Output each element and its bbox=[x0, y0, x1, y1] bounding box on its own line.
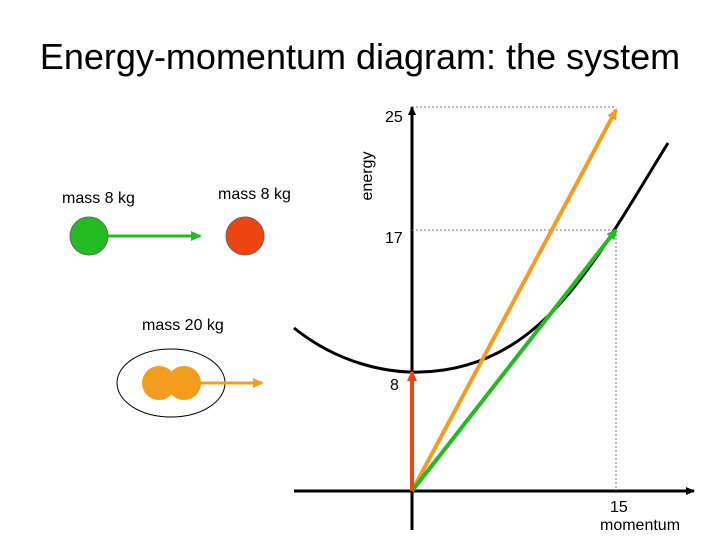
left-particle-label: mass 8 kg bbox=[62, 190, 135, 207]
system-mass-label: mass 20 kg bbox=[142, 317, 224, 334]
right-particle-label: mass 8 kg bbox=[218, 186, 291, 203]
energy-tick-8: 8 bbox=[390, 377, 399, 394]
energy-tick-25: 25 bbox=[385, 109, 403, 126]
page-title: Energy-momentum diagram: the system bbox=[39, 36, 681, 77]
system-particle-dot-1 bbox=[142, 366, 176, 400]
mass-hyperbola-curve bbox=[293, 142, 670, 374]
energy-tick-17: 17 bbox=[385, 230, 403, 247]
right-particle-dot bbox=[225, 216, 265, 256]
momentum-axis-label: momentum bbox=[600, 517, 681, 534]
left-particle-dot bbox=[69, 216, 109, 256]
momentum-tick-15: 15 bbox=[610, 499, 628, 516]
moving-particle-vector bbox=[410, 228, 618, 493]
system-particle-dot-2 bbox=[167, 366, 201, 400]
system-energy-momentum-vector bbox=[410, 108, 618, 492]
